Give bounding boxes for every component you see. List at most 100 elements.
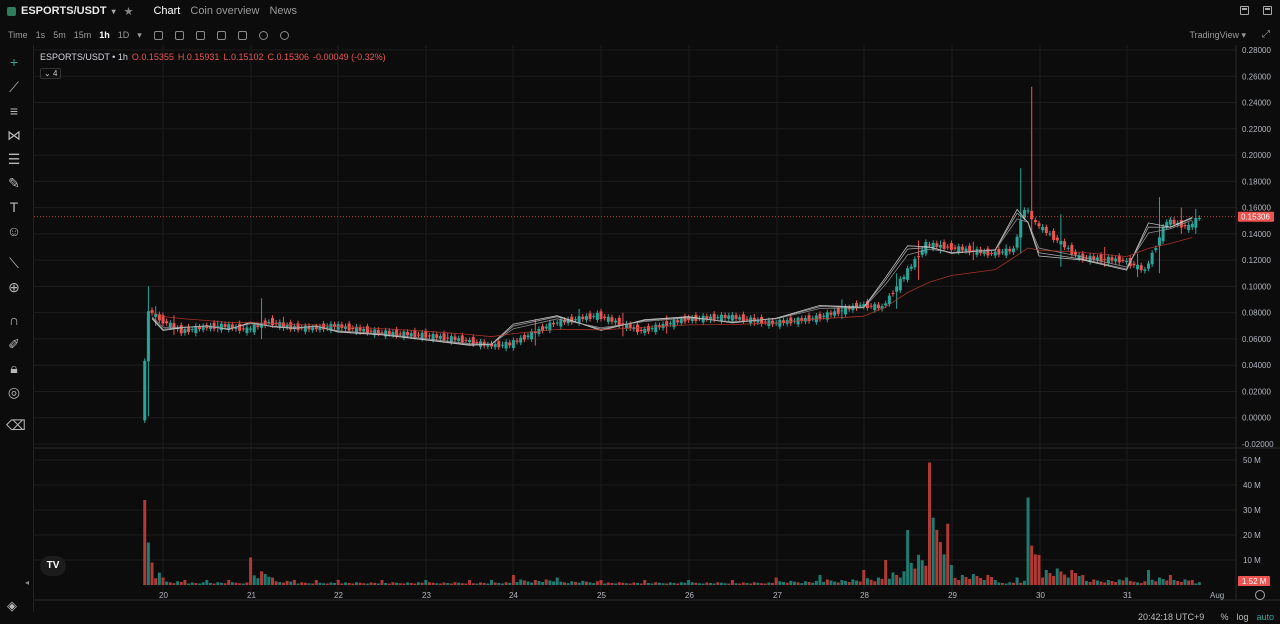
candle-body [938, 244, 942, 248]
volume-bar [351, 583, 355, 585]
trend-line-icon[interactable]: ⟋ [9, 79, 19, 95]
log-toggle[interactable]: log [1236, 612, 1249, 622]
volume-bar [694, 582, 698, 585]
volume-bar [1136, 582, 1140, 585]
tradingview-logo[interactable]: TV [40, 556, 66, 576]
candle-body [1172, 219, 1176, 225]
volume-bar [449, 583, 453, 585]
indicators-icon[interactable] [174, 30, 184, 40]
candle-body [756, 319, 760, 323]
volume-bar [1063, 574, 1067, 585]
pattern-icon[interactable]: ⋈ [7, 127, 21, 143]
camera-icon[interactable] [216, 30, 226, 40]
candle-body [354, 326, 358, 333]
volume-bar [1019, 582, 1023, 585]
top-bar: ESPORTS/USDT ▾ ★ Chart Coin overview New… [0, 0, 1280, 22]
volume-bar [855, 580, 858, 585]
candle-body [1106, 256, 1110, 263]
gear-icon[interactable] [1255, 590, 1265, 600]
volume-bar [949, 565, 953, 585]
pair-selector[interactable]: ESPORTS/USDT ▾ [7, 5, 116, 17]
favorite-star-icon[interactable]: ★ [123, 5, 134, 18]
candle-body [493, 343, 497, 348]
tab-news[interactable]: News [269, 5, 297, 17]
candle-body [1055, 237, 1059, 241]
candle-body [1019, 220, 1023, 238]
current-volume-label: 1.52 M [1242, 577, 1267, 586]
price-tick-label: 0.18000 [1242, 177, 1271, 186]
volume-bar [614, 583, 618, 585]
interval-dropdown-icon[interactable]: ▾ [137, 29, 142, 40]
settings-icon[interactable] [279, 30, 289, 40]
tab-chart[interactable]: Chart [153, 5, 181, 17]
replay-icon[interactable] [258, 30, 268, 40]
utc-clock[interactable]: 20:42:18 UTC+9 [1138, 612, 1205, 622]
volume-bar [712, 583, 716, 585]
volume-bar [829, 580, 833, 585]
interval-1d[interactable]: 1D [117, 30, 130, 40]
candle-body [227, 324, 231, 330]
candle-body [548, 322, 552, 331]
collapse-icon[interactable]: ◂ [25, 578, 30, 587]
volume-tick-label: 40 M [1243, 481, 1261, 490]
candle-body [1022, 209, 1026, 218]
volume-bar [1172, 580, 1176, 585]
percent-toggle[interactable]: % [1220, 612, 1229, 622]
volume-bar [902, 571, 906, 585]
candle-body [1194, 217, 1198, 228]
fullscreen-icon[interactable]: ⤢ [1262, 29, 1270, 40]
candle-body [869, 305, 873, 307]
text-icon[interactable]: T [9, 199, 19, 215]
volume-bar [639, 583, 643, 585]
volume-bar [406, 582, 410, 585]
zoom-icon[interactable]: ⊕ [8, 279, 20, 295]
volume-bar [252, 575, 256, 585]
candle-body [519, 337, 523, 343]
interval-5m[interactable]: 5m [53, 30, 66, 40]
legend-symbol: ESPORTS/USDT • 1h [40, 52, 128, 62]
crosshair-icon[interactable]: + [9, 54, 19, 70]
layers-icon[interactable]: ◈ [7, 598, 17, 613]
candle-body [599, 311, 603, 319]
volume-bar [1033, 554, 1037, 585]
tradingview-brand[interactable]: TradingView ▾ [1189, 30, 1246, 40]
candle-body [997, 248, 1001, 255]
candle-body [650, 328, 654, 330]
interval-1h[interactable]: 1h [99, 30, 110, 40]
fib-icon[interactable]: ≡ [9, 103, 19, 119]
tab-coin-overview[interactable]: Coin overview [190, 5, 260, 17]
interval-1s[interactable]: 1s [35, 30, 46, 40]
candle-body [230, 324, 234, 329]
prediction-icon[interactable]: ☰ [7, 151, 21, 167]
window-icon[interactable] [1263, 6, 1272, 15]
magnet-icon[interactable]: ∩ [8, 312, 20, 328]
volume-bar [873, 581, 877, 585]
candle-body [993, 251, 997, 256]
candle-body [588, 313, 592, 319]
emoji-icon[interactable]: ☺ [6, 223, 22, 239]
layout-icon[interactable] [1240, 6, 1249, 15]
candle-body [734, 315, 738, 319]
candle-body [800, 318, 804, 321]
brush-icon[interactable]: ✎ [8, 175, 20, 191]
volume-bar [376, 583, 380, 585]
candle-body [1157, 237, 1161, 246]
chart-area[interactable] [33, 45, 1237, 612]
chart-type-icon[interactable] [153, 30, 163, 40]
templates-icon[interactable] [195, 30, 205, 40]
volume-bar [566, 583, 570, 585]
lock-icon[interactable]: 🔒︎ [10, 360, 18, 376]
candle-body [208, 325, 212, 329]
calendar-icon[interactable] [237, 30, 247, 40]
candle-body [300, 327, 304, 329]
interval-15m[interactable]: 15m [73, 30, 92, 40]
lock-drawing-icon[interactable]: ✐ [8, 336, 20, 352]
volume-bar [420, 582, 424, 585]
eye-icon[interactable]: ◎ [7, 384, 21, 400]
indicator-toggle[interactable]: ⌄ 4 [40, 68, 62, 79]
auto-toggle[interactable]: auto [1256, 612, 1274, 622]
trash-icon[interactable]: ⌫ [6, 417, 26, 433]
volume-bar [146, 542, 150, 585]
chart-legend: ESPORTS/USDT • 1h O.0.15355 H.0.15931 L.… [40, 52, 386, 62]
ruler-icon[interactable]: ⟍ [9, 255, 19, 271]
